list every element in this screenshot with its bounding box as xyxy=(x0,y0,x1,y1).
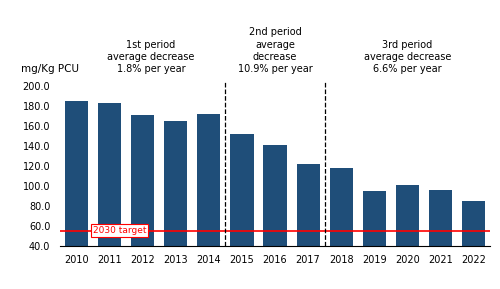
Bar xyxy=(330,168,352,286)
Text: 2030 target: 2030 target xyxy=(93,226,146,235)
Text: 3rd period
average decrease
6.6% per year: 3rd period average decrease 6.6% per yea… xyxy=(364,40,451,74)
Bar xyxy=(65,101,88,286)
Bar xyxy=(429,190,452,286)
Bar xyxy=(230,134,254,286)
Text: 2nd period
average
decrease
10.9% per year: 2nd period average decrease 10.9% per ye… xyxy=(238,27,312,74)
Bar xyxy=(462,201,485,286)
Bar xyxy=(131,115,154,286)
Bar xyxy=(296,164,320,286)
Bar xyxy=(98,103,121,286)
Text: 1st period
average decrease
1.8% per year: 1st period average decrease 1.8% per yea… xyxy=(108,40,194,74)
Text: mg/Kg PCU: mg/Kg PCU xyxy=(22,64,80,74)
Bar xyxy=(362,191,386,286)
Bar xyxy=(164,121,188,286)
Bar xyxy=(198,114,220,286)
Bar xyxy=(396,185,419,286)
Bar xyxy=(264,145,286,286)
